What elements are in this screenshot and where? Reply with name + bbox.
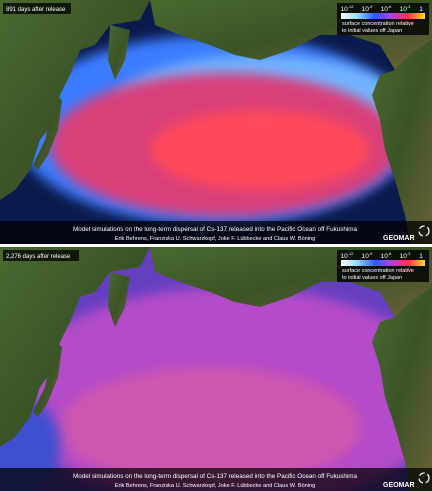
colorbar xyxy=(341,260,425,266)
legend-tick: 1 xyxy=(419,6,423,13)
legend-tick: 10-12 xyxy=(340,4,354,13)
tick-exponent: -9 xyxy=(369,251,373,256)
tick-base: 10 xyxy=(381,6,389,13)
logo-mark xyxy=(418,225,430,237)
legend-label: to initial values off Japan xyxy=(342,28,402,34)
caption-title: Model simulations on the long-term dispe… xyxy=(73,226,358,233)
tick-base: 1 xyxy=(419,6,423,13)
legend-tick: 10-12 xyxy=(340,251,354,260)
colorbar xyxy=(341,13,425,19)
legend-tick: 10-6 xyxy=(381,251,393,260)
tick-base: 1 xyxy=(419,253,423,260)
caption-title: Model simulations on the long-term dispe… xyxy=(73,473,358,480)
map-panel: 891 days after release 10-12 10-9 10-6 10-3 1… xyxy=(0,0,432,244)
legend-label: surface concentration relative xyxy=(342,268,414,274)
tick-base: 10 xyxy=(340,253,348,260)
land-japan xyxy=(33,95,62,170)
tick-exponent: -6 xyxy=(388,4,392,9)
land-japan xyxy=(33,342,62,417)
days-label: 891 days after release xyxy=(6,7,66,13)
days-label: 2,276 days after release xyxy=(6,254,71,260)
tick-exponent: -3 xyxy=(407,4,411,9)
legend-label: surface concentration relative xyxy=(342,21,414,27)
legend-tick: 10-9 xyxy=(362,251,374,260)
map-panel: 2,276 days after release 10-12 10-9 10-6 10-… xyxy=(0,247,432,491)
plume-core xyxy=(60,367,360,487)
land-kamchatka xyxy=(108,25,130,80)
tick-exponent: -12 xyxy=(348,4,355,9)
legend-tick: 10-9 xyxy=(362,4,374,13)
legend-tick: 10-6 xyxy=(381,4,393,13)
tick-base: 10 xyxy=(362,6,370,13)
plume-core xyxy=(150,110,370,190)
tick-exponent: -9 xyxy=(369,4,373,9)
logo: GEOMAR xyxy=(383,235,415,242)
caption-authors: Erik Behrens, Franziska U. Schwarzkopf, … xyxy=(115,236,316,242)
caption-bar xyxy=(0,221,432,244)
legend-tick: 10-3 xyxy=(400,251,412,260)
legend-tick: 10-3 xyxy=(400,4,412,13)
tick-base: 10 xyxy=(340,6,348,13)
land-america xyxy=(372,40,432,244)
legend-label: to initial values off Japan xyxy=(342,275,402,281)
tick-exponent: -3 xyxy=(407,251,411,256)
legend-tick: 1 xyxy=(419,253,423,260)
days-label-box xyxy=(3,3,71,14)
tick-base: 10 xyxy=(381,253,389,260)
caption-bar xyxy=(0,468,432,491)
days-label-box xyxy=(3,250,79,261)
tick-exponent: -12 xyxy=(348,251,355,256)
tick-exponent: -6 xyxy=(388,251,392,256)
land-america xyxy=(372,287,432,491)
tick-base: 10 xyxy=(400,6,408,13)
logo-mark xyxy=(418,472,430,484)
land-asia xyxy=(0,0,150,200)
logo: GEOMAR xyxy=(383,482,415,489)
caption-authors: Erik Behrens, Franziska U. Schwarzkopf, … xyxy=(115,483,316,489)
tick-base: 10 xyxy=(400,253,408,260)
land-asia xyxy=(0,247,150,447)
land-kamchatka xyxy=(108,272,130,327)
tick-base: 10 xyxy=(362,253,370,260)
